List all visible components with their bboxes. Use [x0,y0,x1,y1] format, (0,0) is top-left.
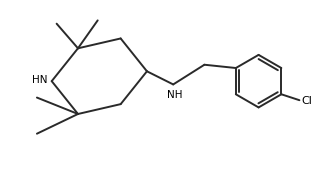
Text: HN: HN [32,74,48,84]
Text: Cl: Cl [301,96,312,106]
Text: NH: NH [167,90,182,100]
